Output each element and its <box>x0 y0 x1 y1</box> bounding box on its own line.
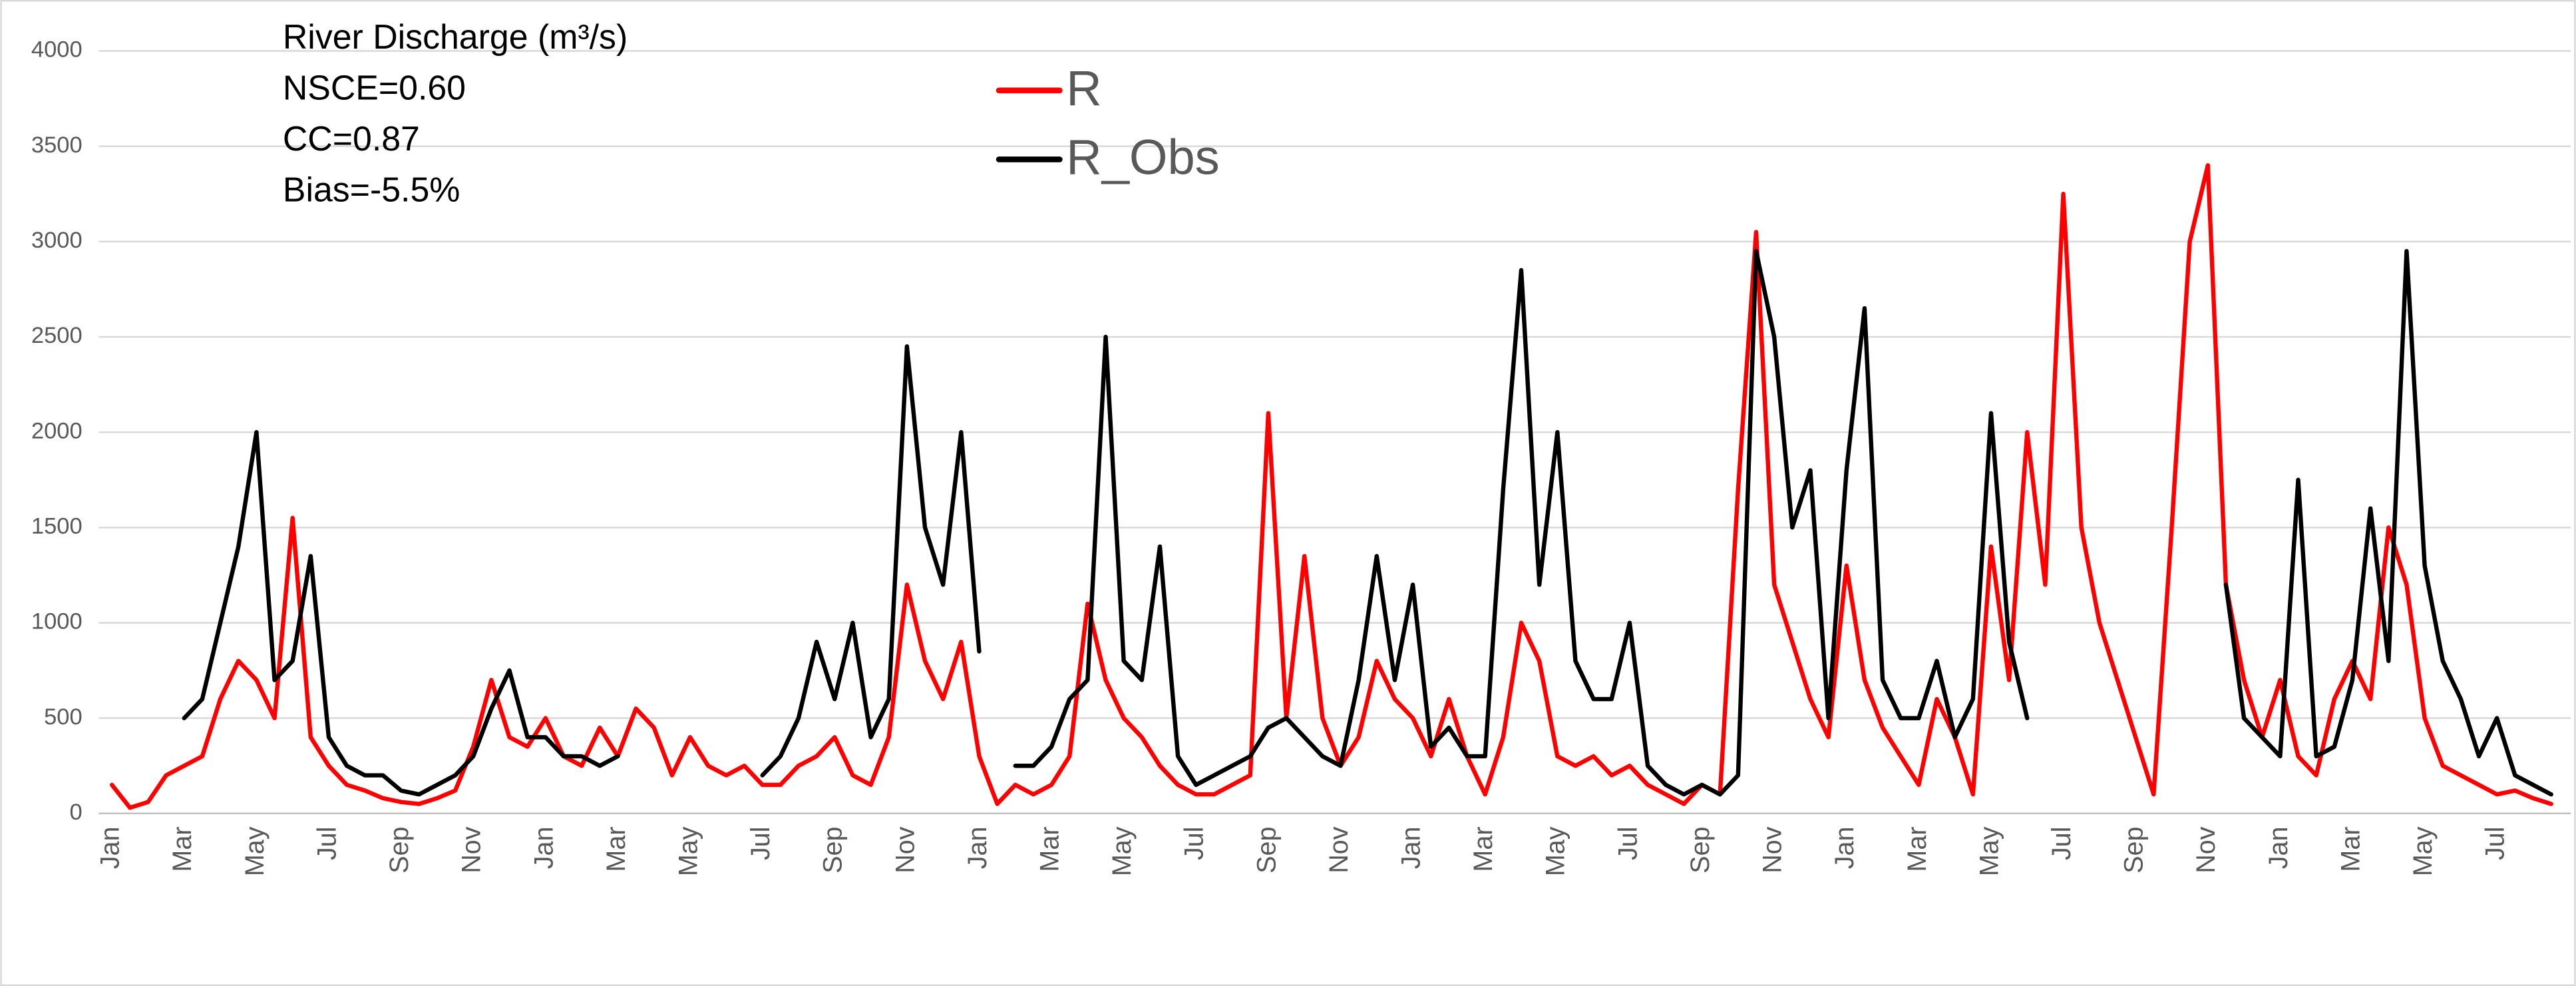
x-tick-label: Nov <box>890 826 920 873</box>
x-tick-label: May <box>673 826 703 876</box>
x-tick-label: Jul <box>1613 827 1642 860</box>
y-tick-label: 0 <box>70 800 83 825</box>
x-tick-label: Sep <box>385 827 414 873</box>
x-tick-label: May <box>1974 826 2004 876</box>
x-tick-label: Jul <box>2047 827 2076 860</box>
x-tick-label: Jan <box>2264 827 2293 869</box>
y-tick-label: 2000 <box>31 418 83 443</box>
x-tick-label: May <box>240 826 270 876</box>
x-tick-label: Jul <box>312 827 341 860</box>
y-tick-label: 1000 <box>31 609 83 634</box>
x-tick-label: Mar <box>168 827 197 872</box>
x-tick-label: Mar <box>2336 827 2365 872</box>
y-tick-label: 2500 <box>31 323 83 348</box>
annotation: CC=0.87 <box>283 119 420 158</box>
x-tick-label: Mar <box>602 827 631 872</box>
x-tick-label: Jan <box>96 827 125 869</box>
x-tick-label: Nov <box>1758 826 1787 873</box>
x-tick-label: Jan <box>1830 827 1859 869</box>
y-tick-label: 1500 <box>31 513 83 539</box>
x-tick-label: May <box>2408 826 2438 876</box>
x-tick-label: Jul <box>2481 827 2510 860</box>
y-tick-label: 4000 <box>31 37 83 63</box>
legend-label: R_Obs <box>1066 129 1219 184</box>
x-tick-label: Mar <box>1469 827 1498 872</box>
x-tick-label: May <box>1541 826 1570 876</box>
y-tick-label: 500 <box>44 704 83 730</box>
legend-label: R <box>1066 61 1101 116</box>
data-line <box>182 248 2553 797</box>
x-tick-label: Sep <box>1252 827 1281 873</box>
x-tick-label: Sep <box>819 827 848 873</box>
x-tick-label: Sep <box>2119 827 2149 873</box>
y-tick-label: 3500 <box>31 132 83 158</box>
x-tick-label: Jul <box>1180 827 1209 860</box>
x-tick-label: Mar <box>1903 827 1932 872</box>
x-tick-label: Jan <box>963 827 992 869</box>
data-line <box>109 163 2553 810</box>
x-tick-label: Jan <box>529 827 558 869</box>
y-tick-label: 3000 <box>31 228 83 253</box>
x-tick-label: May <box>1107 826 1137 876</box>
annotation: Bias=-5.5% <box>283 170 460 208</box>
x-tick-label: Jan <box>1397 827 1426 869</box>
x-tick-label: Nov <box>1324 826 1354 873</box>
x-tick-label: Jul <box>746 827 775 860</box>
x-tick-label: Sep <box>1686 827 1715 873</box>
x-tick-label: Mar <box>1035 827 1064 872</box>
annotation: NSCE=0.60 <box>283 68 466 107</box>
x-tick-label: Nov <box>2191 826 2221 873</box>
x-tick-label: Nov <box>457 826 486 873</box>
annotation: River Discharge (m³/s) <box>283 17 628 56</box>
